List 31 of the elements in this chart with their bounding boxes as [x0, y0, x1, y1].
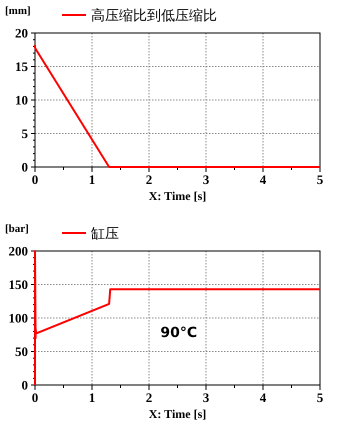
y-tick-label: 50 — [15, 344, 28, 359]
x-tick-label: 2 — [146, 390, 152, 405]
y-tick-label: 20 — [15, 26, 28, 40]
line-series — [34, 250, 321, 386]
y-tick-label: 0 — [22, 378, 28, 392]
y-tick-label: 15 — [15, 59, 28, 74]
x-tick-label: 5 — [316, 172, 324, 187]
legend-label: 高压缩比到低压缩比 — [91, 8, 217, 24]
x-tick-label: 0 — [32, 172, 38, 187]
x-tick-label: 2 — [146, 172, 152, 187]
x-tick-label: 4 — [260, 172, 267, 187]
x-tick-label: 1 — [88, 172, 96, 187]
annotation: 90°C — [160, 324, 198, 341]
y-tick-label: 150 — [8, 277, 28, 292]
y-tick-label: 200 — [8, 244, 28, 258]
x-tick-label: 3 — [202, 172, 210, 187]
y-axis-title: [mm] — [5, 5, 31, 17]
x-tick-label: 4 — [260, 390, 267, 405]
x-tick-label: 0 — [32, 390, 38, 405]
x-tick-label: 5 — [316, 390, 324, 405]
y-tick-label: 10 — [15, 92, 28, 108]
y-tick-label: 0 — [22, 160, 28, 174]
x-tick-label: 1 — [88, 390, 96, 405]
x-axis-title: X: Time [s] — [148, 189, 206, 203]
x-tick-label: 3 — [202, 390, 210, 405]
y-tick-label: 5 — [22, 126, 28, 141]
y-axis-title: [bar] — [5, 223, 29, 235]
y-tick-label: 100 — [8, 310, 28, 326]
line-series — [34, 44, 321, 168]
x-axis-title: X: Time [s] — [148, 407, 206, 421]
legend-label: 缸压 — [91, 226, 119, 242]
